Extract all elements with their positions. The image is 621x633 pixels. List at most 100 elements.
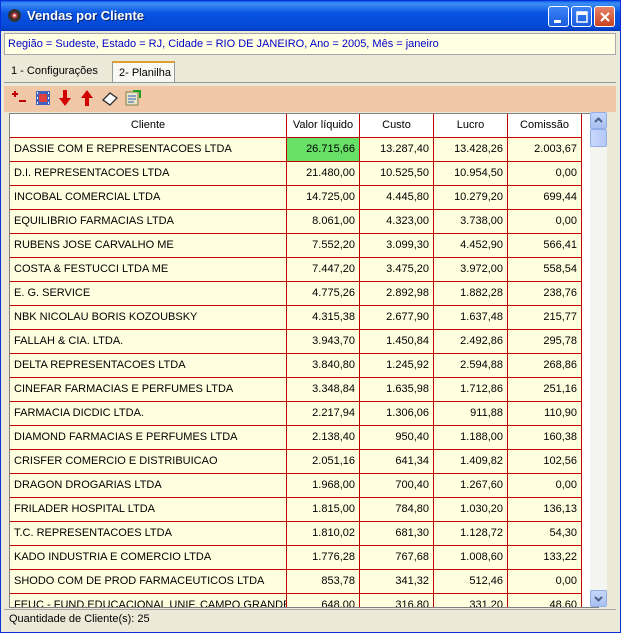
plus-minus-icon[interactable] <box>10 89 28 107</box>
table-row[interactable]: T.C. REPRESENTACOES LTDA 1.810,02 681,30… <box>10 522 582 546</box>
minimize-button[interactable] <box>548 6 569 27</box>
cell-comissao[interactable]: 295,78 <box>508 330 582 354</box>
cell-valor-liquido[interactable]: 4.775,26 <box>287 282 360 306</box>
cell-comissao[interactable]: 238,76 <box>508 282 582 306</box>
cell-cliente[interactable]: FARMACIA DICDIC LTDA. <box>10 402 287 426</box>
eraser-icon[interactable] <box>101 89 119 107</box>
cell-valor-liquido[interactable]: 2.217,94 <box>287 402 360 426</box>
title-bar[interactable]: Vendas por Cliente <box>1 1 620 31</box>
cell-comissao[interactable]: 54,30 <box>508 522 582 546</box>
cell-comissao[interactable]: 0,00 <box>508 210 582 234</box>
cell-lucro[interactable]: 3.972,00 <box>434 258 508 282</box>
cell-lucro[interactable]: 1.712,86 <box>434 378 508 402</box>
cell-cliente[interactable]: DRAGON DROGARIAS LTDA <box>10 474 287 498</box>
cell-comissao[interactable]: 215,77 <box>508 306 582 330</box>
column-header-custo[interactable]: Custo <box>360 114 434 138</box>
export-icon[interactable] <box>124 89 142 107</box>
cell-comissao[interactable]: 566,41 <box>508 234 582 258</box>
data-grid[interactable]: Cliente Valor líquido Custo Lucro Comiss… <box>9 113 599 608</box>
cell-valor-liquido[interactable]: 1.968,00 <box>287 474 360 498</box>
cell-comissao[interactable]: 102,56 <box>508 450 582 474</box>
table-row[interactable]: DELTA REPRESENTACOES LTDA 3.840,80 1.245… <box>10 354 582 378</box>
cell-custo[interactable]: 1.635,98 <box>360 378 434 402</box>
cell-comissao[interactable]: 136,13 <box>508 498 582 522</box>
cell-lucro[interactable]: 1.188,00 <box>434 426 508 450</box>
cell-valor-liquido[interactable]: 1.815,00 <box>287 498 360 522</box>
table-row[interactable]: FEUC - FUND.EDUCACIONAL UNIF. CAMPO GRAN… <box>10 594 582 607</box>
cell-custo[interactable]: 3.099,30 <box>360 234 434 258</box>
cell-comissao[interactable]: 160,38 <box>508 426 582 450</box>
table-row[interactable]: EQUILIBRIO FARMACIAS LTDA 8.061,00 4.323… <box>10 210 582 234</box>
cell-lucro[interactable]: 1.030,20 <box>434 498 508 522</box>
cell-custo[interactable]: 641,34 <box>360 450 434 474</box>
cell-valor-liquido[interactable]: 3.943,70 <box>287 330 360 354</box>
cell-custo[interactable]: 767,68 <box>360 546 434 570</box>
scroll-up-button[interactable] <box>590 112 607 129</box>
cell-cliente[interactable]: FRILADER HOSPITAL LTDA <box>10 498 287 522</box>
table-row[interactable]: COSTA & FESTUCCI LTDA ME 7.447,20 3.475,… <box>10 258 582 282</box>
cell-comissao[interactable]: 0,00 <box>508 162 582 186</box>
table-row[interactable]: KADO INDUSTRIA E COMERCIO LTDA 1.776,28 … <box>10 546 582 570</box>
table-row[interactable]: RUBENS JOSE CARVALHO ME 7.552,20 3.099,3… <box>10 234 582 258</box>
cell-cliente[interactable]: NBK NICOLAU BORIS KOZOUBSKY <box>10 306 287 330</box>
table-row[interactable]: NBK NICOLAU BORIS KOZOUBSKY 4.315,38 2.6… <box>10 306 582 330</box>
cell-valor-liquido[interactable]: 7.552,20 <box>287 234 360 258</box>
cell-custo[interactable]: 700,40 <box>360 474 434 498</box>
cell-custo[interactable]: 1.450,84 <box>360 330 434 354</box>
cell-lucro[interactable]: 2.492,86 <box>434 330 508 354</box>
table-row[interactable]: FRILADER HOSPITAL LTDA 1.815,00 784,80 1… <box>10 498 582 522</box>
film-strip-icon[interactable] <box>34 89 52 107</box>
cell-lucro[interactable]: 10.954,50 <box>434 162 508 186</box>
cell-valor-liquido[interactable]: 7.447,20 <box>287 258 360 282</box>
cell-valor-liquido[interactable]: 21.480,00 <box>287 162 360 186</box>
cell-comissao[interactable]: 2.003,67 <box>508 138 582 162</box>
scroll-thumb[interactable] <box>590 129 607 147</box>
cell-lucro[interactable]: 512,46 <box>434 570 508 594</box>
table-row[interactable]: FALLAH & CIA. LTDA. 3.943,70 1.450,84 2.… <box>10 330 582 354</box>
cell-cliente[interactable]: DIAMOND FARMACIAS E PERFUMES LTDA <box>10 426 287 450</box>
cell-valor-liquido[interactable]: 853,78 <box>287 570 360 594</box>
cell-cliente[interactable]: SHODO COM DE PROD FARMACEUTICOS LTDA <box>10 570 287 594</box>
cell-cliente[interactable]: FEUC - FUND.EDUCACIONAL UNIF. CAMPO GRAN… <box>10 594 287 607</box>
cell-lucro[interactable]: 10.279,20 <box>434 186 508 210</box>
cell-comissao[interactable]: 48,60 <box>508 594 582 607</box>
cell-lucro[interactable]: 1.882,28 <box>434 282 508 306</box>
cell-custo[interactable]: 3.475,20 <box>360 258 434 282</box>
cell-cliente[interactable]: RUBENS JOSE CARVALHO ME <box>10 234 287 258</box>
cell-cliente[interactable]: E. G. SERVICE <box>10 282 287 306</box>
cell-cliente[interactable]: COSTA & FESTUCCI LTDA ME <box>10 258 287 282</box>
table-row[interactable]: DASSIE COM E REPRESENTACOES LTDA 26.715,… <box>10 138 582 162</box>
cell-valor-liquido[interactable]: 26.715,66 <box>287 138 360 162</box>
column-header-valor-liquido[interactable]: Valor líquido <box>287 114 360 138</box>
cell-comissao[interactable]: 268,86 <box>508 354 582 378</box>
cell-cliente[interactable]: CRISFER COMERCIO E DISTRIBUICAO <box>10 450 287 474</box>
table-row[interactable]: DRAGON DROGARIAS LTDA 1.968,00 700,40 1.… <box>10 474 582 498</box>
table-row[interactable]: INCOBAL COMERCIAL LTDA 14.725,00 4.445,8… <box>10 186 582 210</box>
cell-lucro[interactable]: 1.128,72 <box>434 522 508 546</box>
cell-cliente[interactable]: DASSIE COM E REPRESENTACOES LTDA <box>10 138 287 162</box>
table-row[interactable]: FARMACIA DICDIC LTDA. 2.217,94 1.306,06 … <box>10 402 582 426</box>
table-row[interactable]: D.I. REPRESENTACOES LTDA 21.480,00 10.52… <box>10 162 582 186</box>
table-row[interactable]: SHODO COM DE PROD FARMACEUTICOS LTDA 853… <box>10 570 582 594</box>
cell-custo[interactable]: 784,80 <box>360 498 434 522</box>
cell-comissao[interactable]: 558,54 <box>508 258 582 282</box>
table-row[interactable]: CRISFER COMERCIO E DISTRIBUICAO 2.051,16… <box>10 450 582 474</box>
cell-lucro[interactable]: 2.594,88 <box>434 354 508 378</box>
cell-cliente[interactable]: DELTA REPRESENTACOES LTDA <box>10 354 287 378</box>
cell-lucro[interactable]: 1.008,60 <box>434 546 508 570</box>
cell-cliente[interactable]: CINEFAR FARMACIAS E PERFUMES LTDA <box>10 378 287 402</box>
cell-comissao[interactable]: 251,16 <box>508 378 582 402</box>
cell-cliente[interactable]: EQUILIBRIO FARMACIAS LTDA <box>10 210 287 234</box>
close-button[interactable] <box>594 6 615 27</box>
cell-lucro[interactable]: 1.409,82 <box>434 450 508 474</box>
column-header-comissao[interactable]: Comissão <box>508 114 582 138</box>
cell-comissao[interactable]: 0,00 <box>508 474 582 498</box>
cell-lucro[interactable]: 1.637,48 <box>434 306 508 330</box>
cell-lucro[interactable]: 331,20 <box>434 594 508 607</box>
arrow-up-icon[interactable] <box>78 89 96 107</box>
cell-custo[interactable]: 2.677,90 <box>360 306 434 330</box>
cell-lucro[interactable]: 3.738,00 <box>434 210 508 234</box>
column-header-cliente[interactable]: Cliente <box>10 114 287 138</box>
cell-custo[interactable]: 341,32 <box>360 570 434 594</box>
tab-configuracoes[interactable]: 1 - Configurações <box>5 61 107 82</box>
